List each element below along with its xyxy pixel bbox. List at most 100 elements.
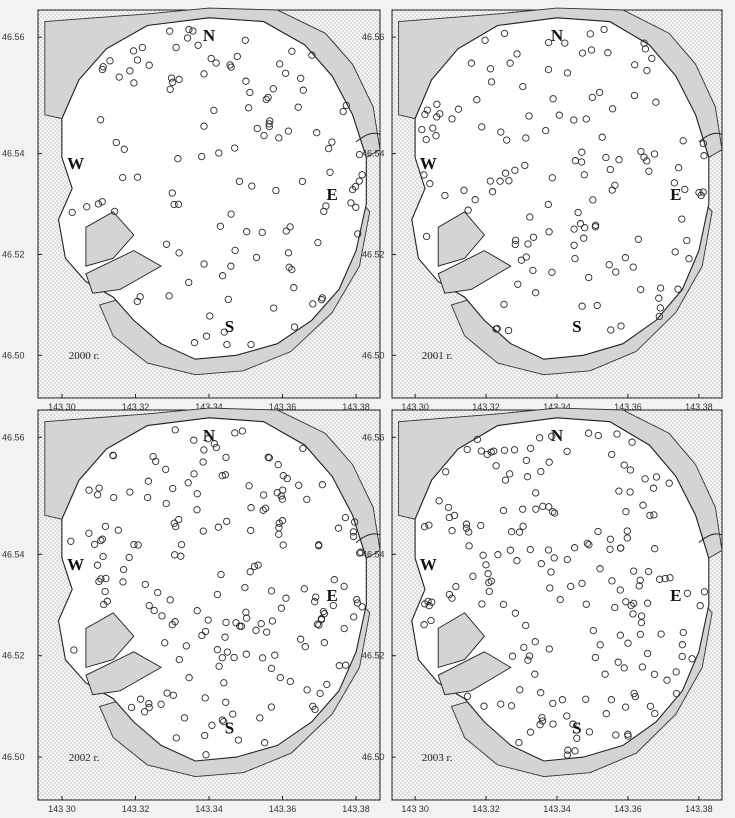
station-marker	[500, 446, 509, 454]
y-tick-label: 46.50	[362, 350, 385, 360]
station-marker	[311, 705, 319, 714]
station-marker	[549, 720, 557, 728]
station-marker	[544, 200, 552, 209]
station-marker	[259, 491, 268, 499]
station-marker	[265, 122, 273, 131]
station-marker	[68, 208, 76, 217]
station-marker	[555, 111, 563, 119]
station-marker	[190, 436, 198, 444]
station-marker	[608, 105, 617, 113]
x-tick-label: 143.34	[543, 804, 571, 814]
station-marker	[152, 457, 160, 466]
year-label: 2001 г.	[422, 350, 453, 362]
station-marker	[506, 470, 514, 478]
station-marker	[612, 268, 620, 276]
station-marker	[571, 747, 579, 755]
station-marker	[171, 426, 179, 434]
station-marker	[313, 129, 321, 137]
station-marker	[267, 703, 276, 711]
station-marker	[570, 225, 578, 233]
y-tick-label: 46.54	[362, 149, 385, 159]
station-marker	[201, 731, 209, 740]
station-marker	[220, 679, 228, 687]
station-marker	[168, 189, 176, 197]
station-marker	[301, 643, 309, 651]
station-marker	[168, 78, 177, 86]
station-marker	[231, 246, 239, 255]
station-marker	[85, 486, 93, 494]
year-label: 2003 г.	[422, 752, 453, 764]
station-marker	[101, 587, 109, 596]
station-marker	[326, 168, 334, 176]
map-svg: N S E W 2003 г. 46.56 46.54 46.52 46.50 143 30 143…	[362, 407, 723, 814]
station-marker	[200, 446, 208, 454]
station-marker	[285, 263, 293, 271]
station-marker	[276, 60, 284, 68]
station-marker	[170, 200, 178, 209]
station-marker	[582, 695, 590, 703]
station-markers	[420, 429, 709, 759]
y-tick-label: 46.54	[362, 549, 385, 559]
station-marker	[506, 59, 514, 67]
station-marker	[637, 147, 645, 156]
station-marker	[190, 470, 198, 478]
station-marker	[583, 539, 592, 547]
station-marker	[522, 621, 530, 630]
station-marker	[545, 503, 553, 511]
station-marker	[616, 544, 625, 552]
station-marker	[501, 169, 510, 177]
station-marker	[655, 294, 663, 302]
station-marker	[140, 708, 149, 716]
station-marker	[606, 165, 614, 174]
station-marker	[433, 113, 441, 121]
station-marker	[465, 528, 473, 536]
station-marker	[545, 458, 553, 466]
station-marker	[649, 484, 658, 492]
station-marker	[242, 650, 250, 658]
station-marker	[175, 515, 183, 524]
station-marker	[254, 561, 262, 569]
station-marker	[537, 689, 545, 697]
station-marker	[634, 235, 643, 243]
station-marker	[129, 47, 138, 55]
station-marker	[309, 300, 317, 308]
station-marker	[185, 278, 193, 287]
station-marker	[136, 695, 145, 703]
station-marker	[644, 567, 653, 576]
station-marker	[126, 67, 134, 75]
station-marker	[241, 36, 249, 44]
station-marker	[573, 734, 581, 742]
station-marker	[608, 450, 616, 459]
station-marker	[700, 152, 708, 160]
station-marker	[264, 93, 272, 102]
station-marker	[199, 527, 207, 535]
station-marker	[547, 568, 555, 576]
station-marker	[550, 554, 558, 562]
map-panel-2002: N S E W 2002 г. 46.56 46.54 46.52 46.50 143 30 143…	[2, 407, 381, 814]
station-marker	[679, 137, 687, 145]
station-marker	[320, 639, 329, 647]
station-marker	[222, 698, 230, 706]
island	[85, 612, 135, 668]
station-marker	[548, 268, 556, 276]
station-marker	[550, 509, 559, 517]
station-marker	[185, 674, 193, 682]
compass-north: N	[203, 26, 216, 45]
station-marker	[650, 150, 659, 158]
channel-line	[698, 533, 723, 543]
station-marker	[422, 135, 430, 144]
station-marker	[114, 526, 122, 534]
station-marker	[175, 249, 183, 257]
station-marker	[596, 641, 604, 649]
station-marker	[200, 70, 208, 78]
station-marker	[442, 468, 450, 476]
station-marker	[198, 631, 206, 640]
y-tick-label: 46.56	[362, 32, 385, 42]
station-marker	[262, 95, 270, 104]
station-marker	[253, 124, 261, 133]
station-marker	[279, 541, 287, 549]
station-marker	[193, 607, 201, 615]
station-markers	[418, 25, 708, 335]
station-marker	[639, 501, 647, 509]
station-marker	[340, 624, 348, 633]
